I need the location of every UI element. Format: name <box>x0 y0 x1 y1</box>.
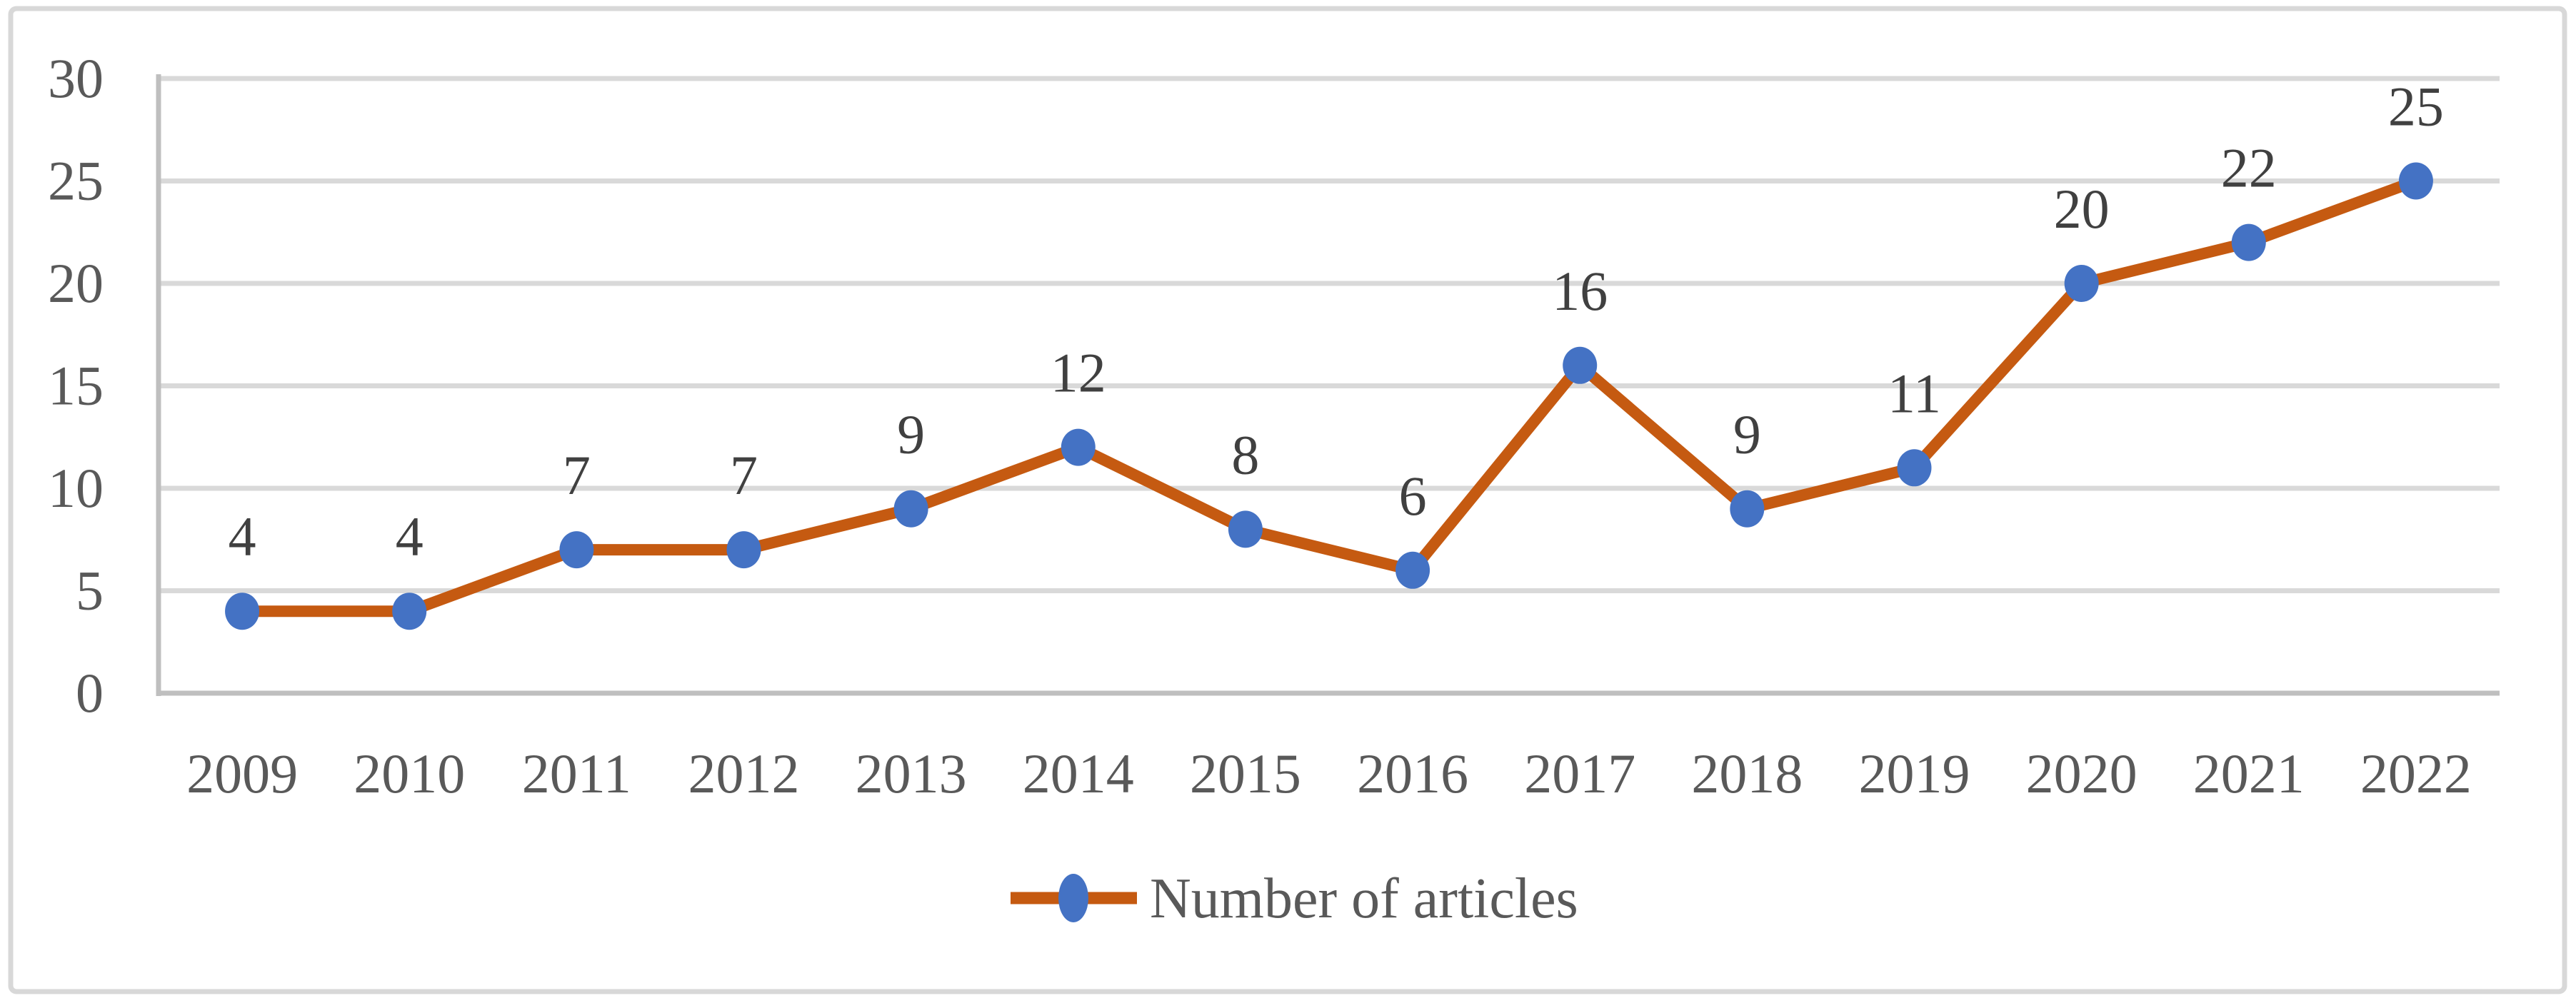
marker-2012 <box>726 531 761 569</box>
marker-2017 <box>1563 346 1598 384</box>
data-labels-group: 4 4 7 7 9 12 8 6 16 9 11 20 22 25 <box>229 76 2444 568</box>
x-tick-2011: 2011 <box>522 742 631 805</box>
data-label-2021: 22 <box>2221 137 2277 199</box>
series-line <box>236 175 2422 618</box>
marker-2016 <box>1395 551 1430 589</box>
x-tick-2013: 2013 <box>856 742 967 805</box>
data-label-2019: 11 <box>1888 362 1941 424</box>
marker-2009 <box>225 593 260 630</box>
data-label-2015: 8 <box>1231 423 1259 485</box>
x-tick-2022: 2022 <box>2360 742 2472 805</box>
data-label-2013: 9 <box>897 403 925 465</box>
data-label-2022: 25 <box>2388 76 2444 138</box>
legend-marker-icon <box>1058 874 1088 922</box>
legend: Number of articles <box>1011 867 1578 930</box>
marker-2020 <box>2064 265 2099 302</box>
y-tick-15: 15 <box>48 355 104 417</box>
y-tick-20: 20 <box>48 252 104 314</box>
figure-border <box>8 6 2567 994</box>
marker-2011 <box>559 531 594 569</box>
data-label-2009: 4 <box>229 505 256 568</box>
marker-2015 <box>1228 510 1263 548</box>
series-group <box>225 162 2433 630</box>
x-tick-2021: 2021 <box>2193 742 2305 805</box>
x-tick-2015: 2015 <box>1190 742 1301 805</box>
x-tick-2016: 2016 <box>1357 742 1468 805</box>
data-label-2014: 12 <box>1051 342 1106 404</box>
x-tick-2009: 2009 <box>186 742 298 805</box>
x-tick-2018: 2018 <box>1691 742 1803 805</box>
gridlines-group <box>159 76 2500 593</box>
data-label-2018: 9 <box>1733 403 1761 465</box>
y-tick-30: 30 <box>48 47 104 109</box>
marker-2013 <box>893 490 928 528</box>
marker-2019 <box>1897 449 1932 487</box>
data-label-2017: 16 <box>1552 260 1608 322</box>
x-tick-2014: 2014 <box>1023 742 1134 805</box>
data-label-2012: 7 <box>730 444 758 506</box>
x-tick-2017: 2017 <box>1524 742 1635 805</box>
x-tick-2012: 2012 <box>688 742 800 805</box>
y-tick-5: 5 <box>76 560 104 622</box>
y-tick-0: 0 <box>76 662 104 724</box>
marker-2021 <box>2231 223 2266 261</box>
x-tick-2019: 2019 <box>1859 742 1970 805</box>
y-tick-25: 25 <box>48 150 104 212</box>
data-label-2010: 4 <box>396 505 424 568</box>
legend-label: Number of articles <box>1150 867 1578 930</box>
marker-2018 <box>1730 490 1765 528</box>
x-tick-2020: 2020 <box>2026 742 2138 805</box>
x-axis-tick-labels: 2009 2010 2011 2012 2013 2014 2015 2016 2017 2018… <box>186 742 2472 805</box>
y-tick-10: 10 <box>48 457 104 519</box>
data-label-2016: 6 <box>1399 465 1427 527</box>
marker-2014 <box>1061 428 1096 466</box>
axes-group <box>156 74 2500 696</box>
y-axis-tick-labels: 0 5 10 15 20 25 30 <box>48 47 104 724</box>
marker-2022 <box>2398 162 2433 200</box>
data-label-2011: 7 <box>563 444 591 506</box>
data-label-2020: 20 <box>2054 178 2110 240</box>
marker-2010 <box>392 593 427 630</box>
x-tick-2010: 2010 <box>354 742 465 805</box>
